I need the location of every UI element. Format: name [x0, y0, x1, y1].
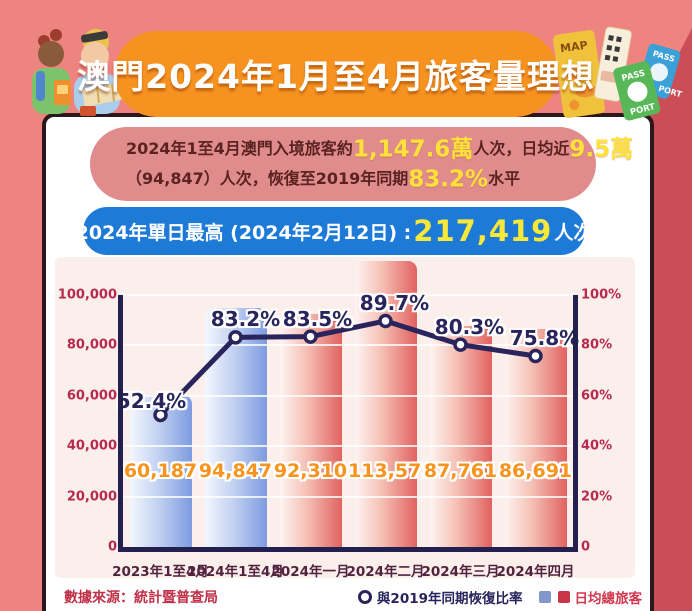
summary-highlight-daily: 9.5萬: [569, 136, 634, 162]
record-value: 217,419: [413, 214, 553, 248]
bar-5: [429, 325, 492, 547]
summary-box: 2024年1至4月澳門入境旅客約1,147.6萬人次，日均近9.5萬 （94,8…: [90, 127, 633, 201]
bar-2: [204, 308, 267, 547]
summary-text: 2024年1至4月澳門入境旅客約: [126, 138, 353, 158]
summary-line-1: 2024年1至4月澳門入境旅客約1,147.6萬人次，日均近9.5萬: [126, 134, 633, 165]
summary-highlight-total: 1,147.6萬: [352, 136, 474, 162]
chart-legend: 與2019年同期恢復比率 日均總旅客: [357, 587, 643, 607]
summary-text: （94,847）人次，恢復至2019年同期: [126, 169, 409, 188]
legend-line-label: 與2019年同期恢復比率: [376, 591, 523, 607]
y-axis-tick-left: 0: [107, 539, 117, 555]
line-point-2: [228, 330, 243, 345]
bar-swatch-red-icon: [557, 591, 570, 603]
passport-green-icon: PASS PORT: [613, 61, 661, 121]
y-axis-tick-right: 0: [581, 539, 591, 555]
legend-bar-label: 日均總旅客: [574, 591, 643, 607]
x-axis-label: 2024年一月: [271, 564, 350, 580]
bar-value-label: 113,571: [348, 460, 435, 482]
bar-value-label: 60,187: [123, 460, 198, 482]
y-axis-tick-right: 20%: [581, 489, 613, 505]
line-point-6: [528, 348, 543, 364]
x-axis-label: 2024年四月: [496, 564, 575, 580]
x-axis-label: 2023年1至4月: [112, 564, 209, 580]
y-axis-tick-right: 60%: [581, 388, 613, 404]
plot-area: 60,187 94,847 92,310 113,571 87,761 86,691 52.…: [117, 260, 579, 547]
travel-icons-illustration: MAP PASS PORT PASS PORT: [553, 26, 683, 121]
y-axis-tick-left: 40,000: [66, 438, 117, 454]
line-point-3: [303, 329, 318, 344]
bar-value-label: 87,761: [423, 460, 498, 482]
summary-text: 人次，日均近: [473, 138, 570, 158]
record-banner: 2024年單日最高 (2024年2月12日) : 217,419 人次: [76, 207, 592, 255]
y-axis-tick-right: 40%: [581, 438, 613, 454]
svg-text:MAP: MAP: [559, 39, 588, 56]
chart-panel: 60,187 94,847 92,310 113,571 87,761 86,691 52.…: [55, 257, 635, 580]
line-point-1: [153, 407, 168, 423]
percent-label: 89.7%: [359, 290, 430, 315]
summary-text: 水平: [488, 169, 521, 188]
page-title: 澳門2024年1月至4月旅客量理想: [77, 57, 595, 96]
y-axis-tick-right: 80%: [581, 337, 613, 353]
legend-item-line: 與2019年同期恢復比率: [357, 587, 523, 607]
bar-value-label: 94,847: [198, 460, 273, 482]
record-suffix: 人次: [554, 221, 593, 244]
y-axis-tick-left: 100,000: [57, 287, 117, 303]
summary-line-2: （94,847）人次，恢復至2019年同期83.2%水平: [126, 164, 596, 195]
legend-item-bars: 日均總旅客: [538, 587, 643, 607]
line-marker-icon: [357, 590, 372, 604]
record-prefix: 2024年單日最高 (2024年2月12日) :: [75, 221, 412, 244]
percent-label: 75.8%: [509, 325, 580, 350]
percent-label: 83.5%: [282, 306, 353, 331]
y-axis-tick-left: 20,000: [66, 489, 117, 505]
summary-highlight-recovery: 83.2%: [408, 166, 489, 193]
bar-4: [354, 260, 417, 547]
percent-label: 52.4%: [116, 388, 187, 413]
percent-label: 83.2%: [210, 307, 281, 332]
gridline: [123, 495, 573, 498]
x-axis-label: 2024年三月: [421, 564, 500, 580]
x-axis-label: 2024年二月: [346, 564, 425, 580]
gridline: [123, 445, 573, 448]
bar-3: [279, 314, 342, 547]
bar-swatch-blue-icon: [538, 591, 551, 603]
bar-value-label: 86,691: [498, 460, 573, 482]
y-axis-tick-right: 100%: [581, 287, 622, 303]
percent-label: 80.3%: [434, 314, 505, 339]
header-banner: 澳門2024年1月至4月旅客量理想: [77, 31, 594, 117]
y-axis-tick-left: 60,000: [66, 388, 117, 404]
gridline: [123, 394, 573, 397]
x-axis-label: 2024年1至4月: [187, 564, 284, 580]
gridline: [123, 344, 573, 347]
travelers-illustration: [32, 29, 129, 116]
bar-6: [504, 328, 567, 547]
line-point-4: [378, 313, 393, 329]
recovery-line-chart: [153, 313, 543, 423]
gridline: [123, 294, 573, 296]
data-source-note: 數據來源：統計暨普查局: [64, 590, 218, 606]
line-point-5: [453, 337, 468, 352]
plot-frame: [118, 295, 578, 552]
y-axis-tick-left: 80,000: [66, 337, 117, 353]
map-icon: MAP: [553, 30, 605, 118]
content-card: 2024年1至4月澳門入境旅客約1,147.6萬人次，日均近9.5萬 （94,8…: [42, 113, 654, 611]
line-path: [158, 318, 536, 417]
bar-value-label: 92,310: [273, 460, 348, 482]
